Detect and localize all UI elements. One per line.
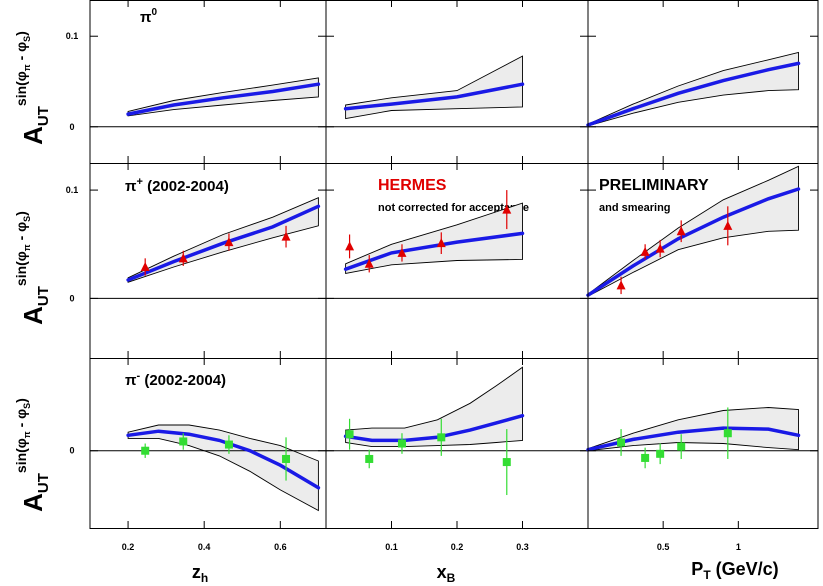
data-point-r1-c2-3 [676,226,686,236]
panel-r0-c0: 00.1 [66,0,327,164]
x-tick-label-c0-2: 0.6 [274,542,287,552]
panel-r0-c2 [586,0,819,164]
panel-r1-c1 [325,163,589,359]
x-axis-title-pt: PT (GeV/c) [691,559,778,582]
panel-r2-c0: 0 [69,358,327,529]
data-point-r2-c1-1 [365,454,374,463]
svg-text:AUTsin(φπ - φS): AUTsin(φπ - φS) [13,211,52,325]
x-tick-label-c2-0: 0.5 [657,542,670,552]
data-point-r2-c2-2 [656,449,665,458]
data-point-r2-c2-0 [617,438,626,447]
model-curve-r1-c0 [126,204,321,282]
uncertainty-band-r2-c1 [345,366,523,448]
x-tick-label-c0-1: 0.4 [198,542,211,552]
data-point-r2-c1-0 [345,430,354,439]
data-point-r1-c0-1 [178,253,188,263]
smearing-note: and smearing [599,202,671,214]
uncertainty-band-r1-c1 [345,202,523,275]
x-tick-label-c1-1: 0.2 [451,542,464,552]
data-point-r1-c0-3 [281,231,291,241]
model-curve-r2-c0 [126,429,321,490]
x-tick-label-c1-0: 0.1 [385,542,398,552]
panel-r1-c2 [586,163,819,359]
x-tick-label-c2-1: 1 [736,542,741,552]
svg-text:AUTsin(φπ - φS): AUTsin(φπ - φS) [13,398,52,512]
model-curve-r0-c0 [126,82,321,116]
data-point-r2-c1-3 [437,433,446,442]
y-axis-title-row-2: AUTsin(φπ - φS) [13,211,52,325]
data-point-r2-c2-4 [723,429,732,438]
uncertainty-band-r2-c0 [127,424,319,512]
y-tick-label-r2-c0-0: 0 [69,446,74,456]
svg-text:AUTsin(φπ - φS): AUTsin(φπ - φS) [13,31,52,145]
hermes-label: HERMES [378,177,447,194]
data-point-r1-c1-4 [502,204,512,214]
y-tick-label-r1-c0-0: 0 [69,293,74,303]
data-point-r2-c0-0 [141,446,150,455]
x-axis-title-zh: zh [192,562,208,585]
row-label-pi0: π0 [140,7,157,26]
acceptance-note: not corrected for acceptance [378,202,529,214]
row-label-pi-plus: π+ (2002-2004) [125,176,229,195]
data-point-r2-c2-3 [677,442,686,451]
data-point-r1-c1-3 [436,238,446,248]
preliminary-label: PRELIMINARY [599,177,709,194]
y-axis-title-row-3: AUTsin(φπ - φS) [13,398,52,512]
model-curve-r0-c2 [586,61,801,127]
plot-layer: 00.100.100.2 0.4 0.6 0.1 0.2 0.3 0.5 1 [66,0,819,552]
data-point-r2-c1-2 [397,439,406,448]
data-point-r1-c0-2 [224,237,234,247]
panel-r0-c1 [325,0,589,164]
data-point-r2-c0-3 [282,454,291,463]
data-point-r1-c1-1 [364,258,374,268]
y-tick-label-r0-c0-1: 0.1 [66,31,79,41]
model-curve-r2-c2 [586,426,801,452]
data-point-r1-c1-0 [345,241,355,251]
data-point-r1-c2-2 [655,243,665,253]
panel-frame-r2-c2 [587,358,819,529]
model-curve-r0-c1 [343,82,525,111]
data-point-r1-c0-0 [140,262,150,271]
data-point-r1-c2-0 [616,280,626,290]
model-curve-r1-c2 [586,187,801,297]
data-point-r1-c2-1 [640,246,650,256]
x-tick-label-c0-0: 0.2 [122,542,135,552]
data-point-r1-c2-4 [723,220,733,230]
panel-r2-c2 [586,358,819,529]
panel-frame-r0-c1 [325,0,589,164]
data-point-r2-c2-1 [641,453,650,462]
row-label-pi-minus: π- (2002-2004) [125,370,226,389]
y-axis-title-row-1: AUTsin(φπ - φS) [13,31,52,145]
y-tick-label-r1-c0-1: 0.1 [66,185,79,195]
data-point-r2-c1-4 [502,458,511,467]
x-tick-label-c1-2: 0.3 [516,542,529,552]
data-point-r1-c1-2 [397,247,407,257]
data-point-r2-c0-1 [179,437,188,446]
x-axis-title-xb: xB [437,562,456,585]
y-tick-label-r0-c0-0: 0 [69,122,74,132]
panel-r2-c1 [325,358,589,529]
uncertainty-band-r0-c1 [345,55,523,120]
data-point-r2-c0-2 [224,440,233,449]
